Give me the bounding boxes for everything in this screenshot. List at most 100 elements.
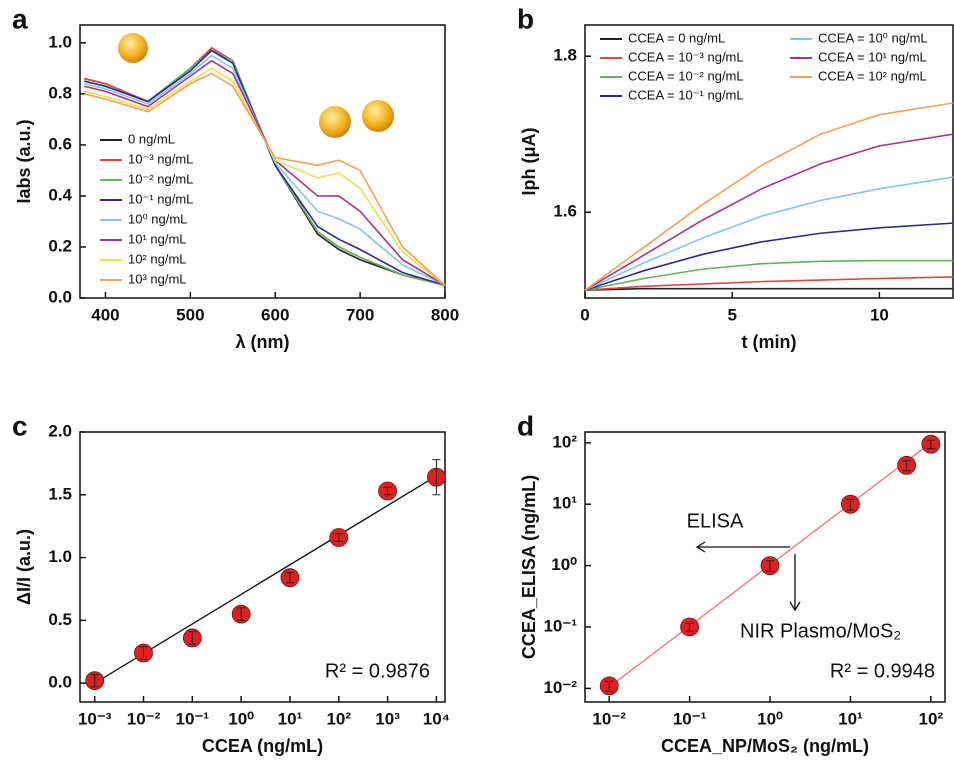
panel-1: b 0 5 10 1.6 1.8 t (min) Iph (μA) CCEA = 0 ng/mL… bbox=[517, 3, 954, 352]
x-tick-label: 10⁻² bbox=[127, 709, 161, 728]
panel-0: a 400 500 600 700 800 0.0 0.2 0.4 0.6 0.8 1.0 λ (nm)… bbox=[12, 3, 459, 351]
error-bar bbox=[237, 607, 246, 621]
series-line bbox=[584, 276, 954, 291]
legend-label: CCEA = 0 ng/mL bbox=[628, 30, 725, 45]
panel-3: d 10⁻² 10⁻¹ 10⁰ 10¹ 10² 10⁻² 10⁻¹ 10⁰ 10¹ 10² CCEA_… bbox=[517, 410, 946, 756]
series-line bbox=[584, 133, 954, 291]
series-line bbox=[584, 287, 953, 291]
x-axis-label: CCEA_NP/MoS₂ (ng/mL) bbox=[661, 736, 869, 756]
y-tick-label: 0.8 bbox=[48, 83, 72, 102]
x-tick-label: 10⁻¹ bbox=[176, 709, 210, 728]
y-tick-label: 10⁻² bbox=[543, 678, 577, 697]
x-tick-label: 10⁻³ bbox=[78, 709, 112, 728]
error-bar bbox=[188, 631, 197, 645]
error-bar bbox=[902, 460, 911, 472]
legend-label: 10⁰ ng/mL bbox=[128, 211, 187, 226]
x-axis-label: λ (nm) bbox=[236, 332, 290, 352]
error-bar bbox=[334, 533, 343, 542]
annotation: R² = 0.9948 bbox=[830, 660, 935, 682]
nanoparticle bbox=[319, 106, 351, 138]
series-line bbox=[84, 59, 446, 286]
y-tick-label: 0.5 bbox=[48, 610, 72, 629]
y-tick-label: 10² bbox=[552, 432, 577, 451]
y-tick-label: 0.0 bbox=[48, 287, 72, 306]
x-tick-label: 500 bbox=[176, 305, 204, 324]
y-tick-label: 1.0 bbox=[48, 32, 72, 51]
legend-label: CCEA = 10¹ ng/mL bbox=[818, 49, 927, 64]
annotation: ELISA bbox=[687, 510, 744, 532]
legend-label: 10² ng/mL bbox=[128, 251, 187, 266]
error-bar bbox=[285, 572, 294, 584]
x-tick-label: 10⁰ bbox=[228, 709, 254, 728]
y-tick-label: 1.5 bbox=[48, 484, 72, 503]
annotation: NIR Plasmo/MoS₂ bbox=[740, 620, 901, 642]
error-bar bbox=[605, 680, 614, 692]
x-tick-label: 10² bbox=[326, 709, 351, 728]
legend-label: 10¹ ng/mL bbox=[128, 231, 187, 246]
arrow bbox=[695, 541, 790, 553]
legend-label: CCEA = 10⁻² ng/mL bbox=[628, 68, 744, 83]
legend-label: CCEA = 10⁰ ng/mL bbox=[818, 30, 928, 45]
error-bar bbox=[383, 486, 392, 496]
x-tick-label: 5 bbox=[727, 305, 736, 324]
series-line bbox=[584, 102, 954, 291]
x-axis-label: CCEA (ng/mL) bbox=[202, 736, 323, 756]
error-bar bbox=[766, 560, 775, 573]
series-line bbox=[84, 72, 446, 286]
plot-frame bbox=[79, 24, 446, 299]
plot-frame bbox=[79, 431, 446, 703]
y-axis-label: Iabs (a.u.) bbox=[14, 119, 34, 203]
legend-label: 10⁻¹ ng/mL bbox=[128, 191, 193, 206]
x-tick-label: 10¹ bbox=[838, 709, 863, 728]
error-bar bbox=[90, 673, 99, 688]
error-bar bbox=[432, 459, 441, 496]
nanoparticle-icons bbox=[118, 33, 394, 138]
x-tick-label: 10⁴ bbox=[423, 709, 450, 728]
series-line bbox=[84, 49, 446, 287]
x-tick-label: 800 bbox=[431, 305, 459, 324]
y-tick-label: 1.8 bbox=[553, 46, 577, 65]
x-tick-label: 10⁻¹ bbox=[673, 709, 707, 728]
legend-label: 10⁻³ ng/mL bbox=[128, 151, 193, 166]
x-tick-label: 600 bbox=[261, 305, 289, 324]
annotation: R² = 0.9876 bbox=[325, 660, 430, 682]
panel-label: a bbox=[12, 3, 28, 34]
series-line bbox=[84, 46, 446, 287]
x-tick-label: 10² bbox=[919, 709, 944, 728]
y-tick-label: 0.0 bbox=[48, 673, 72, 692]
panel-label: c bbox=[12, 410, 28, 441]
series-line bbox=[84, 49, 446, 287]
legend-label: 10⁻² ng/mL bbox=[128, 171, 193, 186]
plot-frame bbox=[584, 24, 954, 299]
y-tick-label: 10¹ bbox=[552, 494, 577, 513]
x-tick-label: 10 bbox=[870, 305, 889, 324]
error-bar bbox=[685, 622, 694, 632]
arrow bbox=[789, 554, 801, 612]
y-axis-label: CCEA_ELISA (ng/mL) bbox=[519, 475, 539, 659]
error-bar bbox=[139, 646, 148, 660]
nanoparticle bbox=[362, 100, 394, 132]
y-tick-label: 0.2 bbox=[48, 236, 72, 255]
series-line bbox=[584, 176, 954, 291]
y-tick-label: 2.0 bbox=[48, 421, 72, 440]
y-tick-label: 1.0 bbox=[48, 547, 72, 566]
plot-frame bbox=[584, 431, 946, 703]
legend-label: 0 ng/mL bbox=[128, 131, 175, 146]
series-line bbox=[584, 222, 954, 291]
x-tick-label: 700 bbox=[346, 305, 374, 324]
x-tick-label: 0 bbox=[580, 305, 589, 324]
legend-label: CCEA = 10⁻³ ng/mL bbox=[628, 49, 744, 64]
series-line bbox=[584, 259, 953, 291]
x-tick-label: 400 bbox=[91, 305, 119, 324]
y-tick-label: 1.6 bbox=[553, 202, 577, 221]
panel-label: b bbox=[517, 3, 534, 34]
panel-label: d bbox=[517, 410, 534, 441]
x-tick-label: 10⁰ bbox=[757, 709, 783, 728]
y-tick-label: 10⁰ bbox=[551, 555, 577, 574]
x-tick-label: 10¹ bbox=[278, 709, 303, 728]
error-bar bbox=[926, 439, 935, 450]
series-line bbox=[84, 46, 446, 287]
legend-label: CCEA = 10⁻¹ ng/mL bbox=[628, 87, 744, 102]
legend-label: 10³ ng/mL bbox=[128, 271, 187, 286]
y-axis-label: Iph (μA) bbox=[519, 128, 539, 196]
